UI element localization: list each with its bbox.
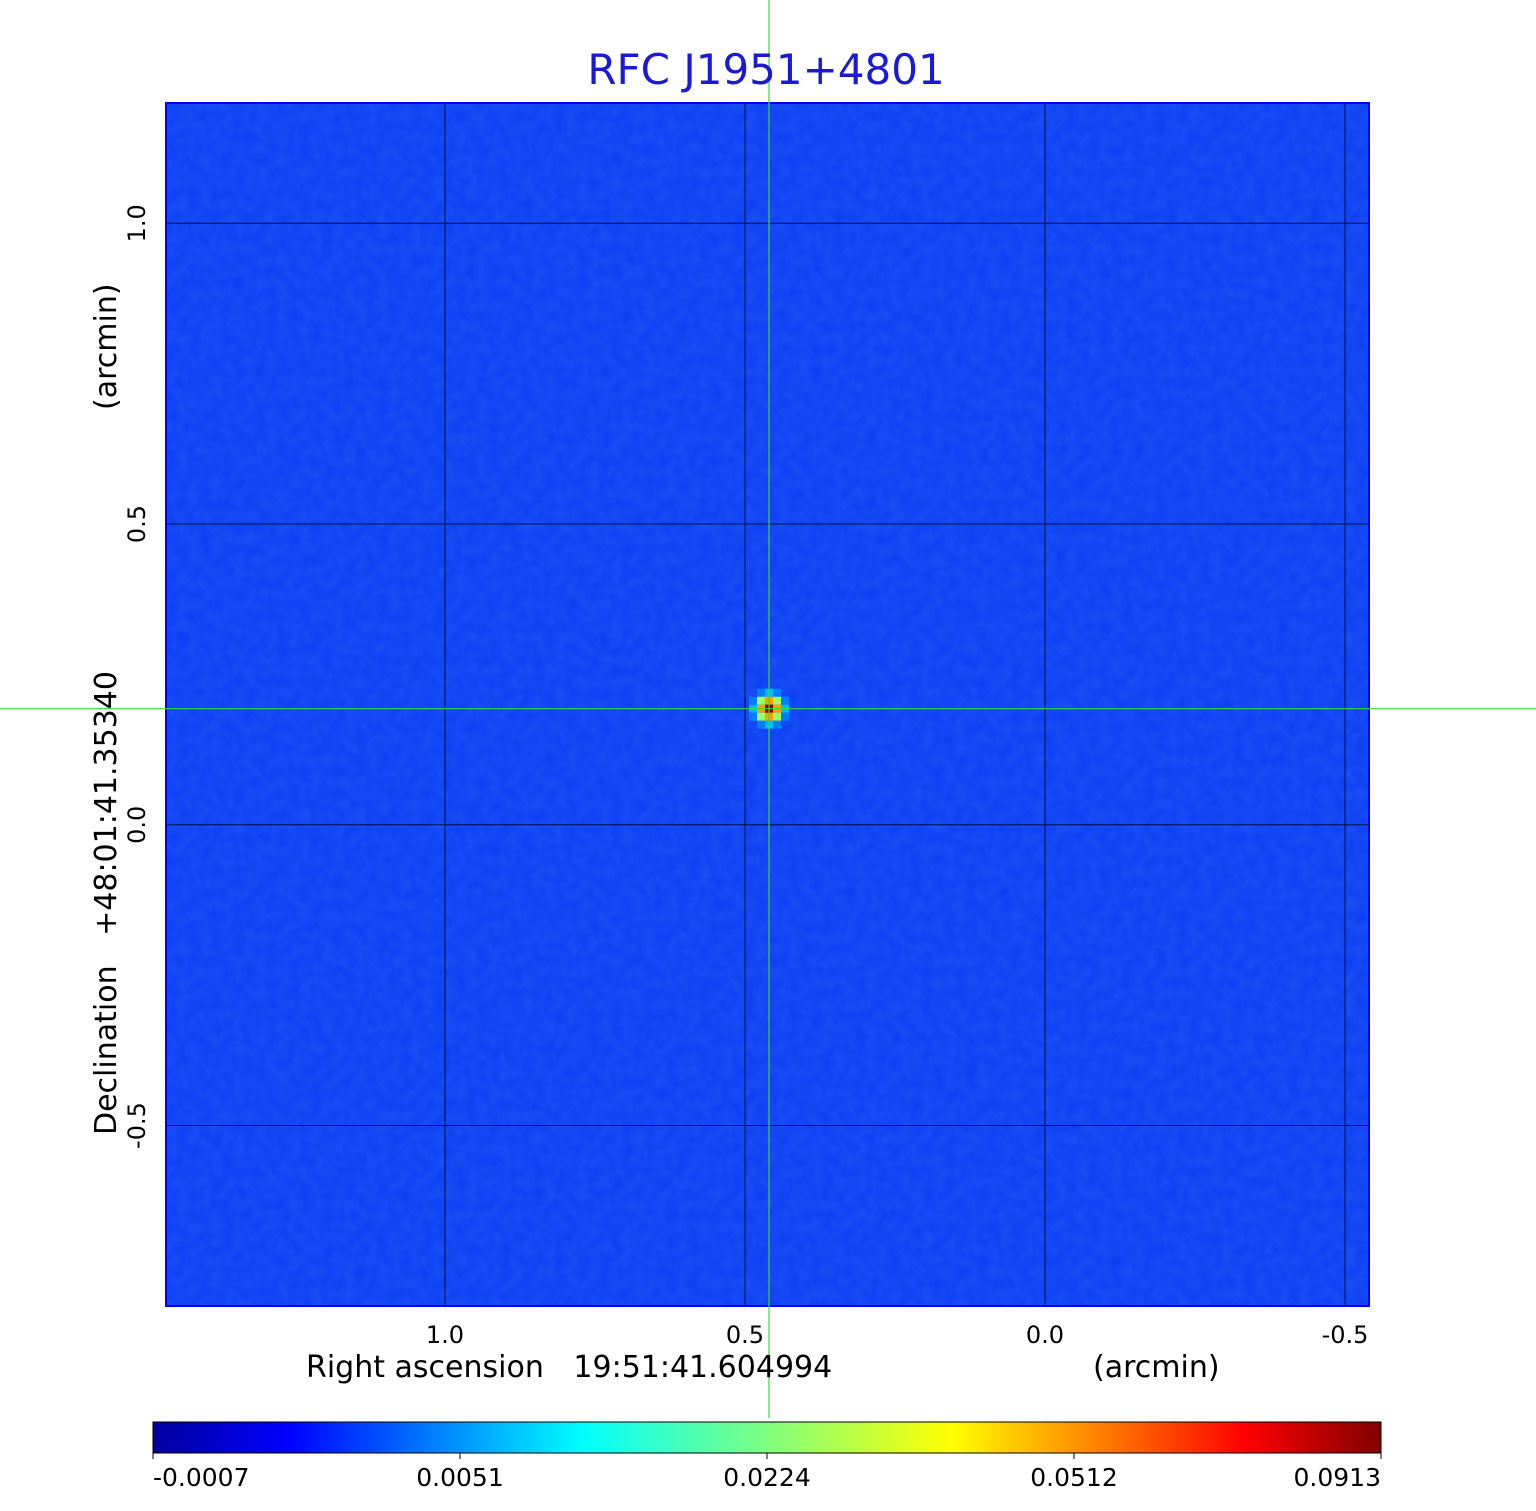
source-pixel	[773, 712, 781, 721]
x-axis-label-prefix: Right ascension	[306, 1350, 544, 1385]
x-tick-label: 0.5	[726, 1321, 764, 1349]
colorbar-tick-labels: -0.0007 0.0051 0.0224 0.0512 0.0913	[152, 1453, 1382, 1492]
colorbar-tick-label: 0.0512	[1030, 1463, 1117, 1492]
y-axis-label-group: Declination +48:01:41.35340	[89, 671, 124, 1135]
y-axis-label-value: +48:01:41.35340	[89, 671, 124, 936]
colorbar-tick-label: 0.0913	[1294, 1463, 1381, 1492]
chart-title: RFC J1951+4801	[587, 45, 944, 94]
source-pixel	[757, 688, 765, 697]
source-pixel	[757, 712, 765, 721]
x-axis-label-value: 19:51:41.604994	[573, 1350, 832, 1385]
y-tick-label: 1.0	[123, 204, 151, 242]
source-pixel	[773, 720, 781, 729]
source-pixel	[781, 696, 789, 705]
colorbar	[152, 1421, 1382, 1454]
y-tick-label: -0.5	[123, 1102, 151, 1149]
colorbar-tick-label: 0.0051	[416, 1463, 503, 1492]
x-tick-label: 0.0	[1026, 1321, 1064, 1349]
x-tick-label: -0.5	[1322, 1321, 1369, 1349]
source-pixel	[773, 688, 781, 697]
y-axis-label: Declination +48:01:41.35340	[89, 671, 124, 1135]
colorbar-tick-label: -0.0007	[153, 1463, 250, 1492]
grid	[166, 103, 1369, 1306]
y-tick-labels: 1.0 0.5 0.0 -0.5	[123, 204, 151, 1149]
source-pixel	[749, 696, 757, 705]
x-axis-unit: (arcmin)	[1093, 1350, 1220, 1385]
plot-frame	[165, 102, 1370, 1307]
y-tick-label: 0.5	[123, 505, 151, 543]
x-tick-labels: 1.0 0.5 0.0 -0.5	[426, 1321, 1369, 1349]
y-axis-label-prefix: Declination	[89, 965, 124, 1135]
y-tick-label: 0.0	[123, 806, 151, 844]
source-pixel	[773, 696, 781, 705]
source-pixel	[781, 712, 789, 721]
y-axis-unit-group: (arcmin)	[89, 283, 124, 410]
x-axis-label: Right ascension 19:51:41.604994	[306, 1350, 832, 1385]
source-pixel	[757, 720, 765, 729]
x-tick-label: 1.0	[426, 1321, 464, 1349]
source-pixel	[757, 696, 765, 705]
source-pixel	[749, 712, 757, 721]
y-axis-unit: (arcmin)	[89, 283, 124, 410]
colorbar-tick-label: 0.0224	[723, 1463, 810, 1492]
